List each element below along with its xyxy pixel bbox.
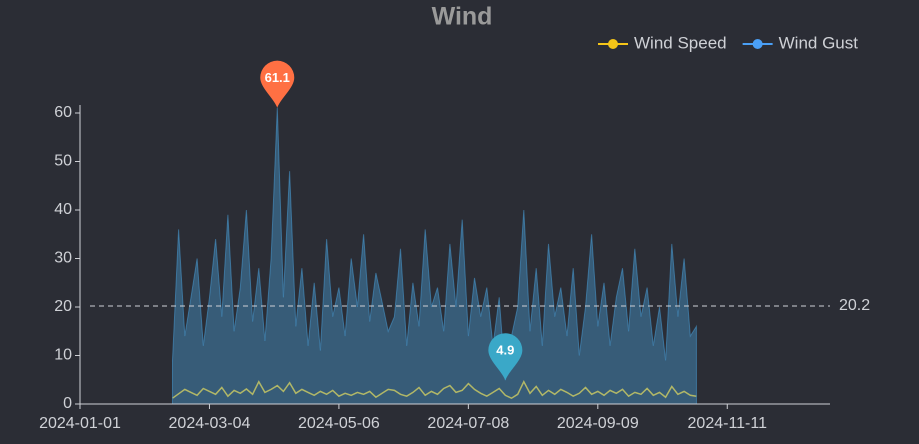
max-pin-label: 61.1 <box>265 70 290 85</box>
legend-label: Wind Speed <box>634 33 727 52</box>
y-tick-label: 30 <box>54 250 72 267</box>
y-tick-label: 0 <box>63 395 72 412</box>
min-pin-label: 4.9 <box>496 343 514 358</box>
x-tick-label: 2024-07-08 <box>427 415 509 432</box>
legend-label: Wind Gust <box>779 33 859 52</box>
y-tick-label: 40 <box>54 201 72 218</box>
gust-area <box>171 107 697 405</box>
chart-title: Wind <box>432 3 493 31</box>
x-tick-label: 2024-01-01 <box>39 415 121 432</box>
x-tick-label: 2024-03-04 <box>169 415 251 432</box>
min-pin <box>488 333 523 381</box>
legend-icon-dot <box>608 39 618 49</box>
x-tick-label: 2024-09-09 <box>557 415 639 432</box>
y-tick-label: 10 <box>54 347 72 364</box>
max-pin <box>260 60 295 108</box>
y-tick-label: 20 <box>54 298 72 315</box>
y-tick-label: 60 <box>54 104 72 121</box>
x-tick-label: 2024-05-06 <box>298 415 380 432</box>
speed-line <box>172 380 697 400</box>
mark-line-label: 20.2 <box>839 297 870 314</box>
y-tick-label: 50 <box>54 153 72 170</box>
legend-icon-dot <box>752 39 763 49</box>
x-tick-label: 2024-11-11 <box>688 415 768 432</box>
